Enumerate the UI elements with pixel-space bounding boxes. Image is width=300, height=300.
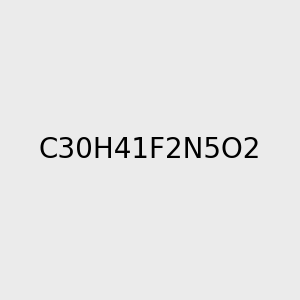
Text: C30H41F2N5O2: C30H41F2N5O2 [39,136,261,164]
